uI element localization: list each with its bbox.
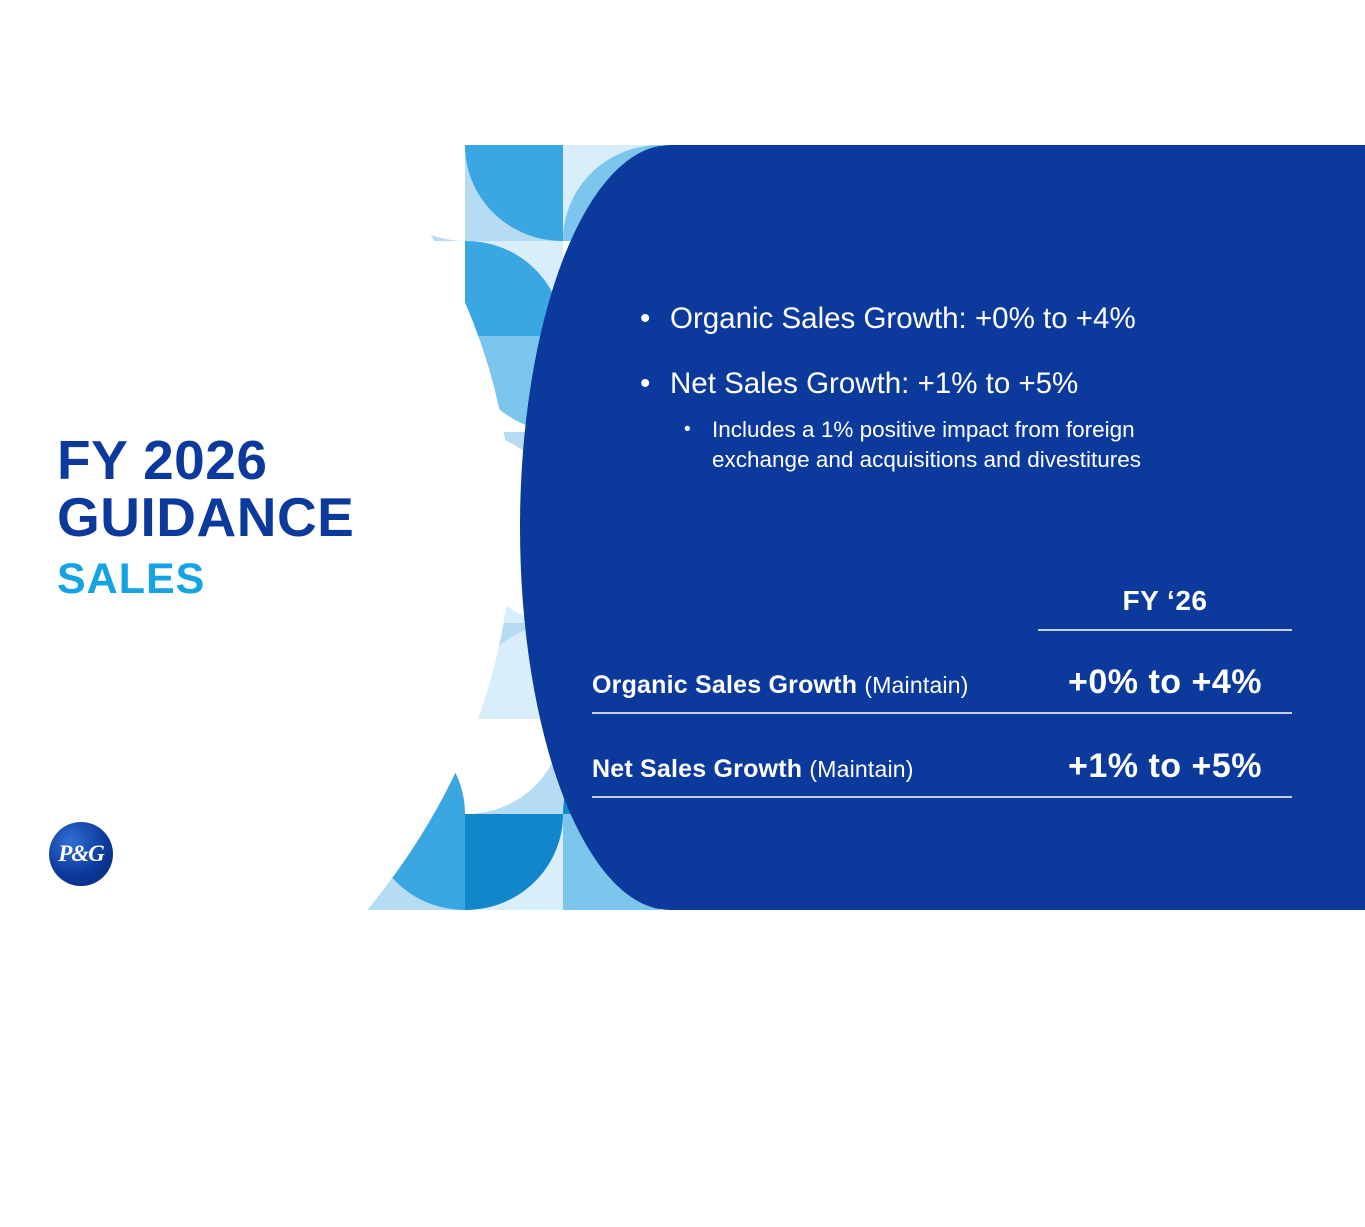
title-line-1: FY 2026 (57, 429, 268, 491)
bullet-marker: • (640, 302, 651, 335)
pattern-tile (465, 814, 563, 910)
slide-subtitle: SALES (57, 555, 206, 603)
bullet-text: Organic Sales Growth: +0% to +4% (670, 302, 1136, 335)
row-label-note: (Maintain) (809, 756, 914, 782)
pattern-tile (465, 145, 563, 241)
row-label-note: (Maintain) (864, 672, 969, 698)
sub-bullet-marker: • (684, 419, 691, 440)
sub-bullet-item-fx-impact: • Includes a 1% positive impact from for… (684, 415, 1209, 475)
row-value: +0% to +4% (1068, 663, 1262, 701)
row-label: Organic Sales Growth (Maintain) (592, 671, 1038, 700)
slide: FY 2026 GUIDANCE SALES P&G • Organic Sal… (49, 145, 1365, 910)
row-value: +1% to +5% (1068, 747, 1262, 785)
row-label-strong: Organic Sales Growth (592, 671, 858, 699)
quarter-circle-shape (465, 145, 563, 241)
row-label-strong: Net Sales Growth (592, 755, 803, 783)
quarter-circle-shape (465, 814, 563, 910)
row-label: Net Sales Growth (Maintain) (592, 755, 1038, 784)
bullet-item-net-sales: • Net Sales Growth: +1% to +5% (640, 365, 1280, 402)
table-column-header-fy26: FY ‘26 (1038, 585, 1292, 631)
bullet-list: • Organic Sales Growth: +0% to +4% • Net… (640, 300, 1280, 475)
slide-title-block: FY 2026 GUIDANCE SALES (57, 429, 355, 603)
bullet-text: Net Sales Growth: +1% to +5% (670, 367, 1079, 400)
table-row-net-sales-growth: Net Sales Growth (Maintain) +1% to +5% (592, 747, 1292, 798)
bullet-item-organic-sales: • Organic Sales Growth: +0% to +4% (640, 300, 1280, 337)
bullet-marker: • (640, 367, 651, 400)
title-line-2: GUIDANCE (57, 486, 355, 548)
guidance-table: FY ‘26 Organic Sales Growth (Maintain) +… (592, 585, 1292, 815)
sub-bullet-text: Includes a 1% positive impact from forei… (712, 417, 1142, 472)
content-panel-background (520, 145, 1365, 910)
pg-logo: P&G (49, 822, 113, 886)
table-row-organic-sales-growth: Organic Sales Growth (Maintain) +0% to +… (592, 663, 1292, 714)
pg-logo-text: P&G (58, 841, 105, 866)
